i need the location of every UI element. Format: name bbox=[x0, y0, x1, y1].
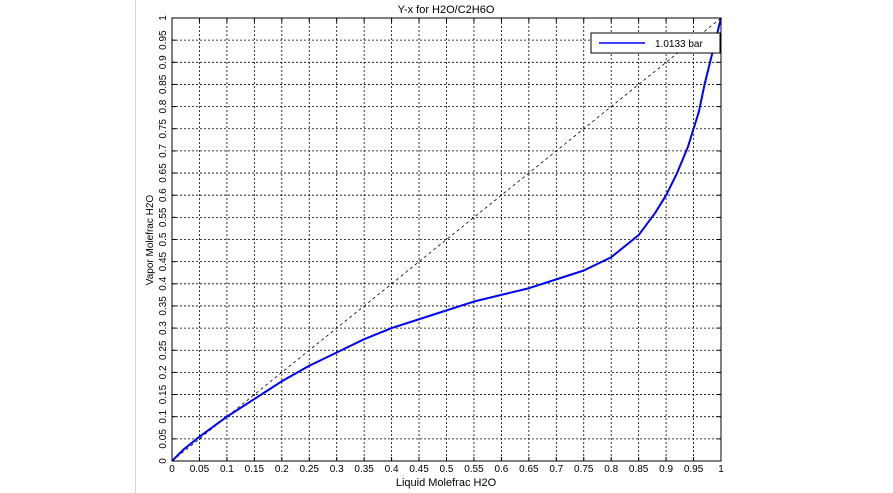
x-tick-label: 0.05 bbox=[190, 464, 210, 475]
y-tick-label: 0.6 bbox=[158, 188, 169, 202]
tick-marks bbox=[171, 17, 722, 462]
window-divider bbox=[135, 0, 136, 493]
x-tick-label: 0.9 bbox=[659, 464, 673, 475]
legend-box bbox=[590, 32, 721, 54]
grid-lines bbox=[172, 18, 721, 461]
y-tick-label: 0.35 bbox=[158, 296, 169, 316]
x-tick-label: 0.25 bbox=[300, 464, 320, 475]
y-tick-label: 0.7 bbox=[158, 144, 169, 158]
x-tick-label: 0.2 bbox=[275, 464, 289, 475]
y-axis-label: Vapor Molefrac H2O bbox=[145, 195, 156, 286]
y-tick-label: 0.55 bbox=[158, 207, 169, 227]
x-tick-label: 0.95 bbox=[684, 464, 704, 475]
x-tick-label: 0.1 bbox=[220, 464, 234, 475]
x-tick-label: 0.85 bbox=[629, 464, 649, 475]
y-tick-label: 0.1 bbox=[158, 409, 169, 423]
y-tick-label: 0.75 bbox=[158, 119, 169, 139]
legend-label-1: 1.0133 bar bbox=[655, 39, 703, 50]
y-tick-labels: 0 0.05 0.1 0.15 0.2 0.25 0.3 0.35 0.4 0.45 0.5 0.55… bbox=[158, 15, 169, 464]
x-tick-label: 0.8 bbox=[604, 464, 618, 475]
x-tick-label: 0.6 bbox=[494, 464, 508, 475]
x-tick-label: 0.75 bbox=[574, 464, 594, 475]
y-tick-label: 0.3 bbox=[158, 321, 169, 335]
y-tick-label: 0.65 bbox=[158, 163, 169, 183]
x-tick-label: 0.65 bbox=[519, 464, 539, 475]
x-tick-label: 0 bbox=[169, 464, 175, 475]
y-tick-label: 0.5 bbox=[158, 232, 169, 246]
y-tick-label: 0.9 bbox=[158, 55, 169, 69]
x-tick-label: 0.4 bbox=[385, 464, 399, 475]
y-tick-label: 0.8 bbox=[158, 99, 169, 113]
y-tick-label: 0.2 bbox=[158, 365, 169, 379]
legend[interactable]: 1.0133 bar bbox=[590, 32, 721, 54]
plot-frame bbox=[171, 17, 722, 462]
x-tick-label: 0.5 bbox=[440, 464, 454, 475]
x-tick-label: 0.45 bbox=[409, 464, 429, 475]
x-tick-label: 0.35 bbox=[354, 464, 374, 475]
x-tick-label: 0.7 bbox=[549, 464, 563, 475]
y-tick-label: 0.05 bbox=[158, 429, 169, 449]
series-layer bbox=[171, 17, 722, 462]
y-tick-label: 0.85 bbox=[158, 74, 169, 94]
x-tick-label: 1 bbox=[718, 464, 724, 475]
x-tick-labels: 0 0.05 0.1 0.15 0.2 0.25 0.3 0.35 0.4 0.45 0.5 0.55… bbox=[169, 464, 724, 475]
x-tick-label: 0.55 bbox=[464, 464, 484, 475]
y-tick-label: 1 bbox=[158, 15, 169, 21]
y-tick-label: 0 bbox=[158, 458, 169, 464]
chart-title: Y-x for H2O/C2H6O bbox=[398, 4, 495, 16]
x-axis-label: Liquid Molefrac H2O bbox=[396, 477, 497, 489]
series-line-1-0133-bar bbox=[171, 17, 722, 462]
y-tick-label: 0.25 bbox=[158, 340, 169, 360]
y-tick-label: 0.45 bbox=[158, 251, 169, 271]
y-tick-label: 0.95 bbox=[158, 30, 169, 50]
x-tick-label: 0.3 bbox=[330, 464, 344, 475]
y-tick-label: 0.15 bbox=[158, 384, 169, 404]
x-tick-label: 0.15 bbox=[245, 464, 265, 475]
y-tick-label: 0.4 bbox=[158, 276, 169, 290]
